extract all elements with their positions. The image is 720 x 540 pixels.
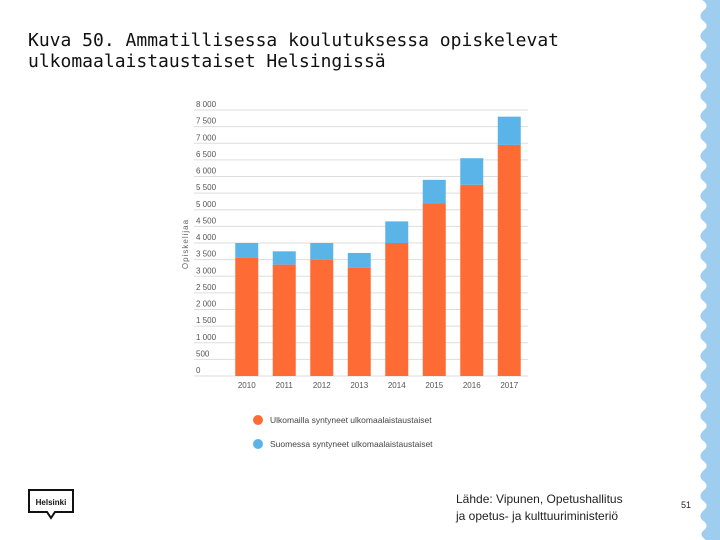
bar-2014-series-2	[385, 221, 409, 243]
y-axis-label: Opiskelijaa	[181, 219, 190, 269]
y-tick-label: 3 500	[196, 250, 217, 259]
legend: Ulkomailla syntyneet ulkomaalaistaustais…	[253, 415, 433, 449]
y-tick-label: 4 500	[196, 216, 217, 225]
bar-2010-series-1	[235, 257, 259, 376]
y-tick-label: 6 000	[196, 167, 217, 176]
bar-2015-series-2	[422, 179, 446, 204]
y-tick-label: 1 000	[196, 333, 217, 342]
logo-text: Helsinki	[36, 498, 67, 507]
decorative-wavy-edge	[700, 0, 720, 540]
bars	[235, 116, 521, 376]
y-tick-label: 5 500	[196, 183, 217, 192]
y-tick-label: 4 000	[196, 233, 217, 242]
x-tick-label: 2017	[500, 381, 518, 390]
source-note: Lähde: Vipunen, Opetushallitus ja opetus…	[456, 492, 623, 523]
legend-swatch	[253, 415, 263, 425]
slide-title: Kuva 50. Ammatillisessa koulutuksessa op…	[28, 30, 560, 72]
y-tick-label: 6 500	[196, 150, 217, 159]
legend-swatch	[253, 439, 263, 449]
x-tick-label: 2015	[425, 381, 443, 390]
bar-2016-series-2	[460, 158, 484, 185]
legend-label: Ulkomailla syntyneet ulkomaalaistaustais…	[270, 415, 432, 425]
bar-2015-series-1	[422, 203, 446, 376]
bar-2010-series-2	[235, 243, 259, 258]
helsinki-logo: Helsinki	[28, 489, 74, 520]
y-tick-label: 3 000	[196, 266, 217, 275]
bar-2011-series-2	[272, 251, 296, 265]
y-tick-label: 1 500	[196, 316, 217, 325]
bar-2017-series-2	[497, 116, 521, 145]
x-tick-label: 2011	[276, 381, 294, 390]
x-axis-ticks: 2010 2011 2012 2013 2014 2015 2016 2017	[238, 381, 519, 390]
x-tick-label: 2010	[238, 381, 256, 390]
x-tick-label: 2013	[350, 381, 368, 390]
bar-2016-series-1	[460, 184, 484, 376]
legend-label: Suomessa syntyneet ulkomaalaistaustaiset	[270, 439, 433, 449]
x-tick-label: 2016	[463, 381, 481, 390]
y-tick-label: 2 000	[196, 300, 217, 309]
page-number: 51	[680, 500, 691, 510]
bar-2012-series-1	[310, 259, 334, 376]
y-tick-label: 7 500	[196, 117, 217, 126]
bar-2012-series-2	[310, 243, 334, 260]
y-tick-label: 0	[196, 366, 201, 375]
bar-2013-series-2	[347, 252, 371, 268]
y-tick-label: 8 000	[196, 100, 217, 109]
y-tick-label: 5 000	[196, 200, 217, 209]
bar-2014-series-1	[385, 243, 409, 376]
bar-2011-series-1	[272, 264, 296, 376]
stacked-bar-chart: 0 500 1 000 1 500 2 000 2 500 3 000 3 500 4 000 4…	[181, 100, 528, 449]
y-tick-label: 500	[196, 349, 210, 358]
x-tick-label: 2012	[313, 381, 331, 390]
y-tick-label: 7 000	[196, 133, 217, 142]
y-axis-ticks: 0 500 1 000 1 500 2 000 2 500 3 000 3 500 4 000 4…	[196, 100, 217, 375]
bar-2017-series-1	[497, 144, 521, 376]
y-tick-label: 2 500	[196, 283, 217, 292]
bar-2013-series-1	[347, 267, 371, 376]
x-tick-label: 2014	[388, 381, 406, 390]
